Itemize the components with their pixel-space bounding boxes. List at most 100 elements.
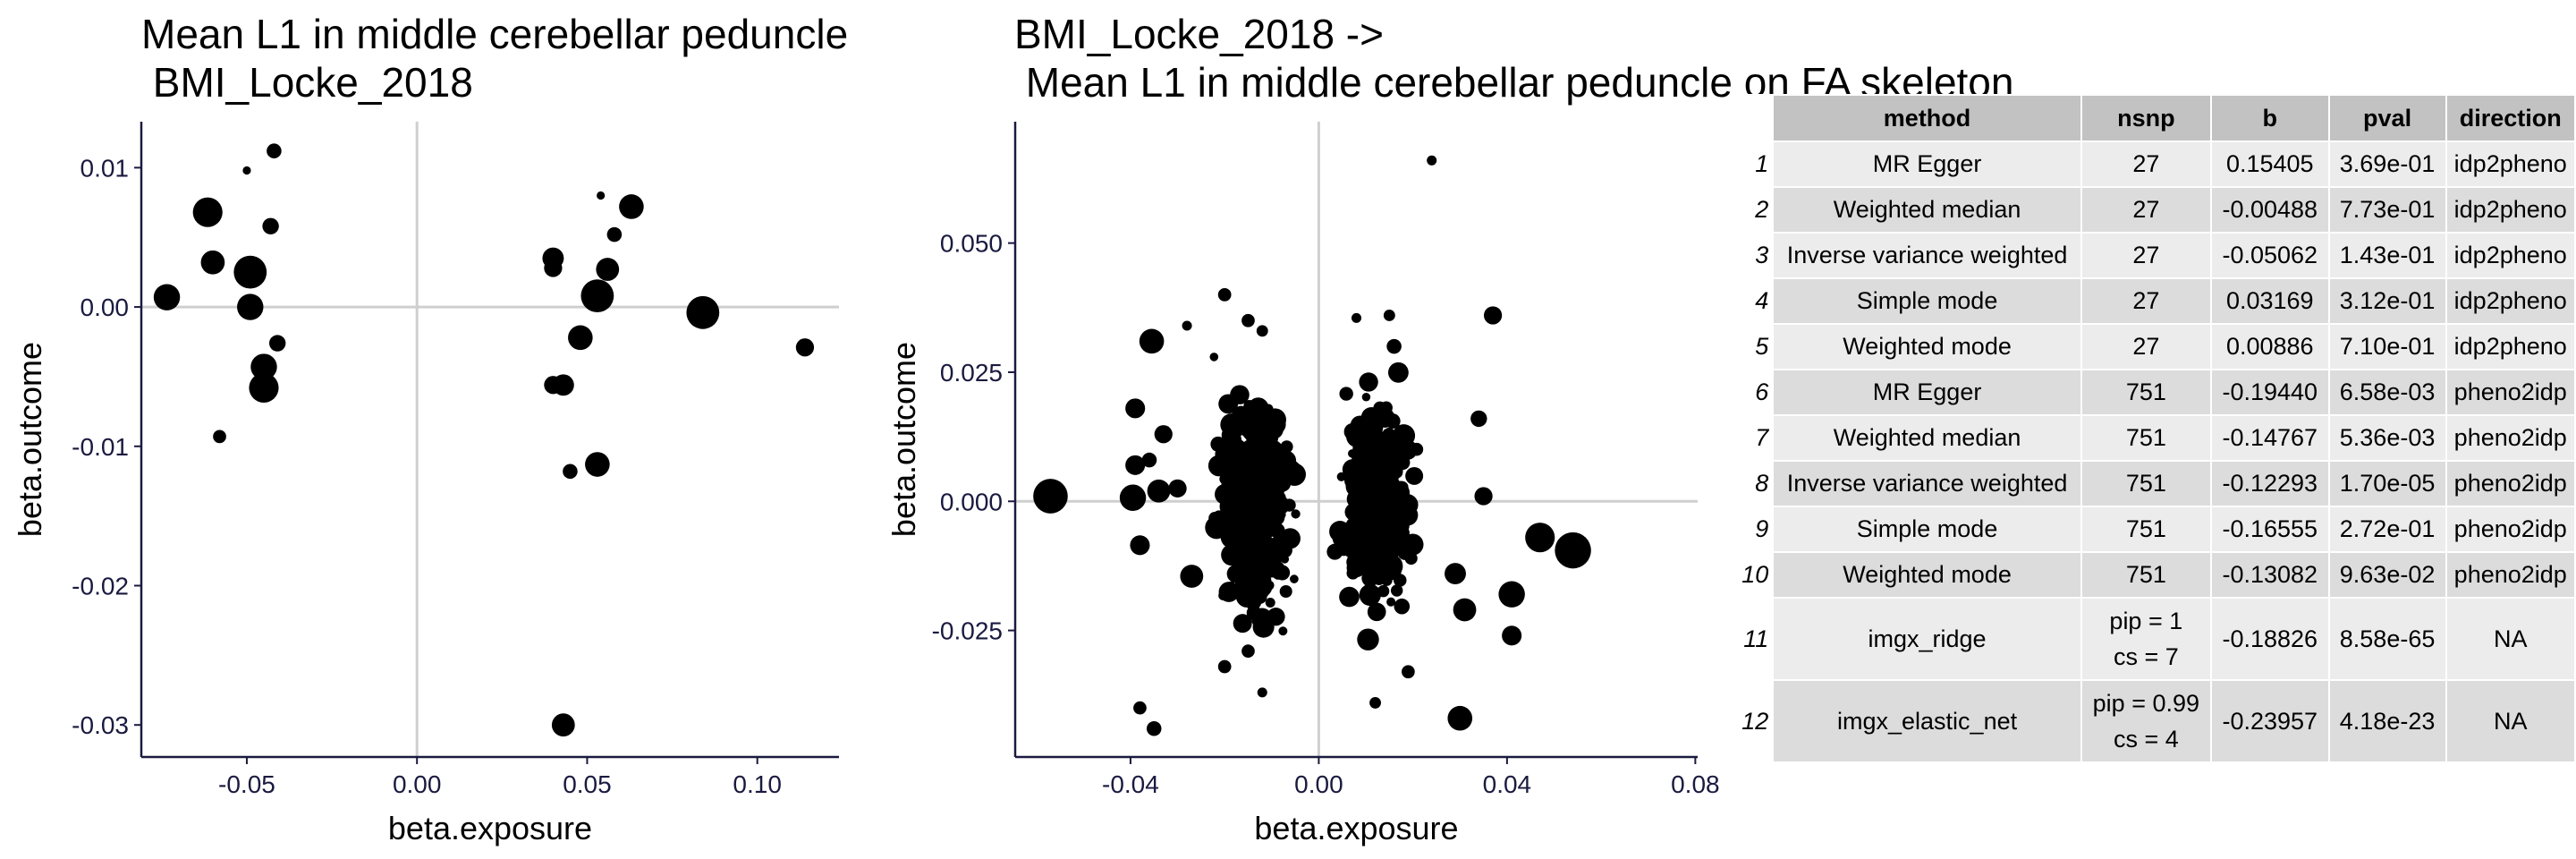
data-point — [1387, 361, 1409, 383]
data-point — [1367, 520, 1379, 532]
row-number: 9 — [1730, 506, 1775, 553]
cell-pval: 6.58e-03 — [2327, 369, 2447, 416]
cell-method: MR Egger — [1772, 140, 2082, 188]
cell-pval: 8.58e-65 — [2327, 597, 2447, 681]
cell-b: -0.14767 — [2209, 414, 2330, 462]
data-point — [1264, 580, 1275, 591]
data-point — [1402, 665, 1415, 679]
cell-pval: 9.63e-02 — [2327, 551, 2447, 599]
data-point — [1223, 549, 1239, 566]
data-point — [1276, 542, 1292, 558]
x-tick-label: 0.04 — [1483, 770, 1532, 798]
data-point — [1168, 479, 1187, 498]
cell-pval: 7.73e-01 — [2327, 186, 2447, 234]
data-point — [1555, 532, 1591, 569]
table-header-b: b — [2209, 94, 2330, 142]
cell-direction: idp2pheno — [2445, 140, 2576, 188]
data-point — [1359, 583, 1381, 607]
table-row: 3 Inverse variance weighted 27 -0.05062 1.43… — [1730, 232, 2576, 279]
data-point — [552, 374, 574, 396]
data-point — [192, 197, 223, 227]
cell-method: MR Egger — [1772, 369, 2082, 416]
x-tick-label: 0.10 — [733, 770, 782, 798]
data-point — [1357, 628, 1379, 651]
data-point — [1377, 444, 1391, 457]
data-point — [1291, 509, 1301, 519]
data-point — [1365, 464, 1379, 478]
cell-pval: 2.72e-01 — [2327, 506, 2447, 553]
y-tick-label: 0.01 — [80, 154, 130, 182]
table-row: 5 Weighted mode 27 0.00886 7.10e-01 idp2pheno — [1730, 323, 2576, 370]
data-point — [686, 295, 720, 329]
data-point — [1232, 408, 1255, 431]
cell-method: Inverse variance weighted — [1772, 460, 2082, 507]
data-point — [1217, 659, 1232, 674]
data-point — [1205, 515, 1228, 540]
data-point — [619, 194, 644, 219]
cell-pval: 1.70e-05 — [2327, 460, 2447, 507]
data-point — [1367, 602, 1386, 622]
data-point — [1373, 401, 1387, 415]
y-tick-label: -0.03 — [72, 711, 129, 739]
results-table-wrapper: method nsnp b pval direction 1 MR Egger 27… — [1730, 94, 2576, 774]
data-point — [1453, 598, 1477, 622]
data-point — [580, 279, 614, 313]
data-point — [1260, 513, 1276, 528]
table-header-pval: pval — [2327, 94, 2447, 142]
row-number: 2 — [1730, 186, 1775, 234]
data-point — [1410, 442, 1424, 456]
cell-nsnp: pip = 0.99 cs = 4 — [2080, 679, 2212, 763]
cell-method: Simple mode — [1772, 506, 2082, 553]
data-point — [1238, 489, 1250, 499]
data-point — [1525, 523, 1555, 553]
data-point — [1256, 325, 1268, 337]
data-point — [1349, 498, 1360, 510]
cell-direction: idp2pheno — [2445, 186, 2576, 234]
data-point — [1229, 498, 1252, 521]
cell-pval: 1.43e-01 — [2327, 232, 2447, 279]
cell-pval: 7.10e-01 — [2327, 323, 2447, 370]
cell-method: imgx_ridge — [1772, 597, 2082, 681]
data-point — [1361, 393, 1371, 402]
data-point — [1370, 430, 1385, 444]
y-axis-label: beta.outcome — [12, 342, 48, 537]
table-row: 9 Simple mode 751 -0.16555 2.72e-01 pheno2idp — [1730, 506, 2576, 553]
data-point — [1259, 457, 1268, 466]
cell-direction: idp2pheno — [2445, 277, 2576, 325]
data-point — [568, 325, 593, 351]
table-row: 7 Weighted median 751 -0.14767 5.36e-03 pheno… — [1730, 414, 2576, 462]
data-point — [1386, 338, 1402, 354]
data-point — [544, 259, 563, 277]
cell-b: 0.15405 — [2209, 140, 2330, 188]
cell-method: Weighted median — [1772, 186, 2082, 234]
data-point — [1226, 581, 1236, 591]
table-row: 8 Inverse variance weighted 751 -0.12293 1.7… — [1730, 460, 2576, 507]
cell-method: Simple mode — [1772, 277, 2082, 325]
data-point — [1257, 687, 1267, 698]
row-number: 6 — [1730, 369, 1775, 416]
y-tick-label: 0.00 — [80, 293, 130, 321]
row-number: 3 — [1730, 232, 1775, 279]
data-point — [1247, 397, 1269, 419]
cell-pval: 4.18e-23 — [2327, 679, 2447, 763]
data-point — [1339, 586, 1360, 608]
data-point — [250, 353, 277, 380]
data-point — [1369, 696, 1381, 709]
data-point — [242, 166, 251, 175]
data-point — [1141, 452, 1157, 468]
data-point — [1033, 479, 1068, 514]
data-point — [1447, 705, 1473, 731]
data-point — [1279, 585, 1292, 599]
data-point — [1445, 563, 1466, 585]
data-point — [551, 713, 575, 737]
data-point — [1218, 591, 1228, 600]
data-point — [1470, 410, 1487, 428]
row-number: 8 — [1730, 460, 1775, 507]
row-number: 5 — [1730, 323, 1775, 370]
data-point — [1274, 475, 1292, 492]
cell-pval: 3.69e-01 — [2327, 140, 2447, 188]
cell-nsnp: 751 — [2080, 369, 2212, 416]
data-point — [1125, 398, 1146, 419]
plot2-title: BMI_Locke_2018 -> Mean L1 in middle cere… — [1014, 11, 2014, 106]
data-point — [153, 284, 181, 310]
